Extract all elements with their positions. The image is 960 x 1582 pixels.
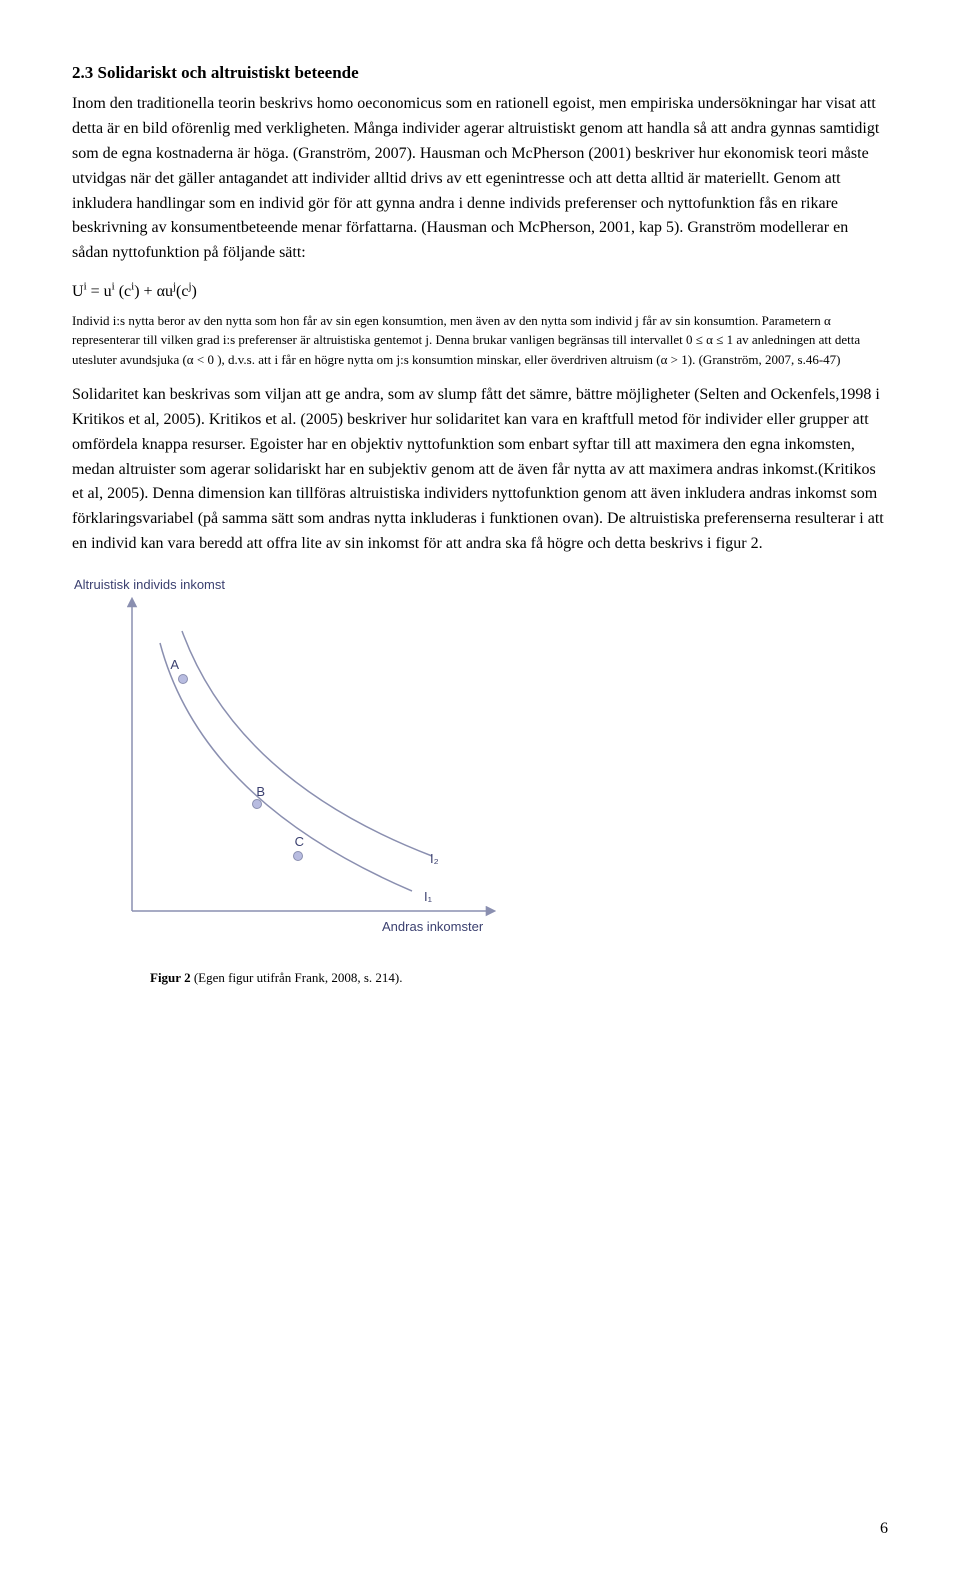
figure-caption: Figur 2 (Egen figur utifrån Frank, 2008,… bbox=[150, 968, 888, 988]
sym: ) bbox=[192, 283, 197, 300]
sym: = bbox=[87, 283, 104, 300]
figure-caption-label: Figur 2 bbox=[150, 970, 191, 985]
paragraph-3: Solidaritet kan beskrivas som viljan att… bbox=[72, 383, 888, 557]
page-number: 6 bbox=[880, 1517, 888, 1542]
sym: u bbox=[104, 283, 112, 300]
figure-2: Altruistisk individs inkomst Andras inkom… bbox=[72, 571, 888, 988]
sym: (c bbox=[176, 283, 188, 300]
svg-text:I₁: I₁ bbox=[424, 889, 433, 904]
figure-caption-text: (Egen figur utifrån Frank, 2008, s. 214)… bbox=[191, 970, 403, 985]
svg-text:C: C bbox=[295, 834, 304, 849]
formula-text: Ui = ui (ci) + αuj(cj) bbox=[72, 283, 197, 300]
svg-text:Andras inkomster: Andras inkomster bbox=[382, 919, 484, 934]
sym: ) + αu bbox=[134, 283, 173, 300]
svg-text:B: B bbox=[256, 784, 265, 799]
svg-text:A: A bbox=[170, 657, 179, 672]
paragraph-2-small: Individ i:s nytta beror av den nytta som… bbox=[72, 311, 888, 370]
utility-formula: Ui = ui (ci) + αuj(cj) bbox=[72, 280, 888, 305]
sym: U bbox=[72, 283, 84, 300]
indifference-curve-svg: Altruistisk individs inkomst Andras inkom… bbox=[72, 571, 512, 951]
paragraph-1: Inom den traditionella teorin beskrivs h… bbox=[72, 92, 888, 266]
sym: (c bbox=[115, 283, 131, 300]
svg-text:I₂: I₂ bbox=[430, 851, 439, 866]
section-heading: 2.3 Solidariskt och altruistiskt beteend… bbox=[72, 60, 888, 86]
page: 2.3 Solidariskt och altruistiskt beteend… bbox=[72, 60, 888, 1542]
svg-text:Altruistisk individs inkomst: Altruistisk individs inkomst bbox=[74, 577, 225, 592]
